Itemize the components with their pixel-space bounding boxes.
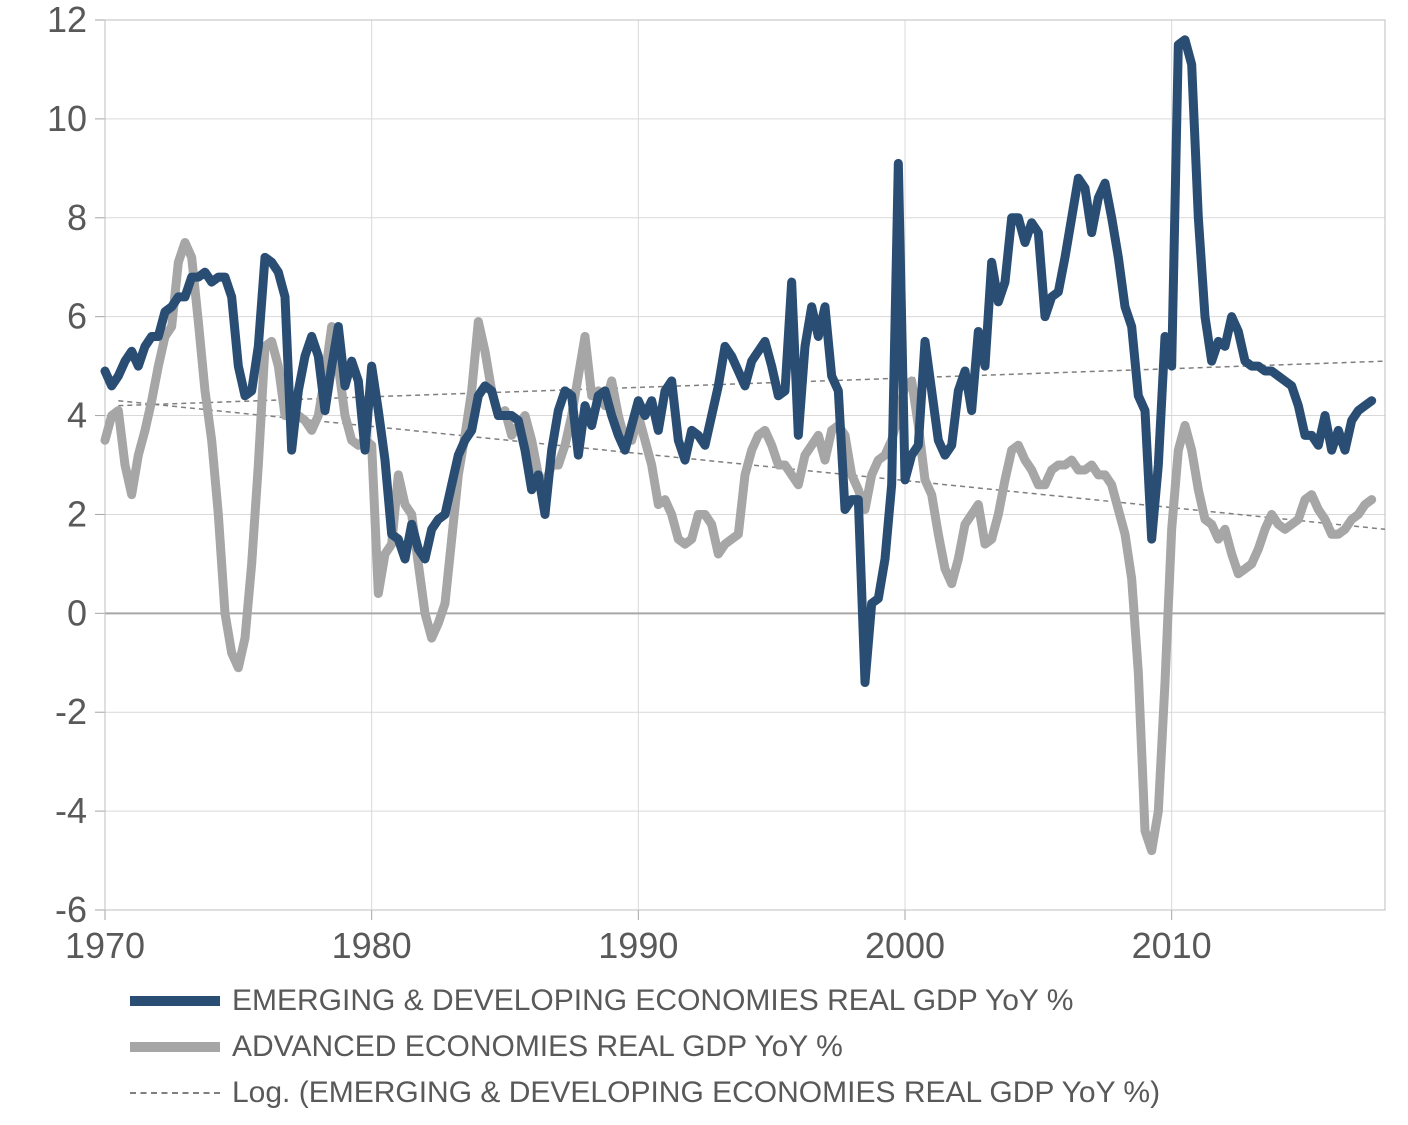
chart-svg: 1970 1980 1990 2000 2010 -6 -4 -2 0 2 4 6 8 10 12 <box>0 0 1408 970</box>
legend-label: ADVANCED ECONOMIES REAL GDP YoY % <box>232 1030 843 1064</box>
legend-label: EMERGING & DEVELOPING ECONOMIES REAL GDP… <box>232 984 1073 1018</box>
legend: EMERGING & DEVELOPING ECONOMIES REAL GDP… <box>130 978 1160 1116</box>
svg-text:10: 10 <box>47 98 87 139</box>
svg-text:2000: 2000 <box>865 925 945 966</box>
series-line <box>105 40 1372 683</box>
svg-text:6: 6 <box>67 296 87 337</box>
legend-item-emerging: EMERGING & DEVELOPING ECONOMIES REAL GDP… <box>130 978 1160 1024</box>
svg-text:8: 8 <box>67 197 87 238</box>
svg-text:12: 12 <box>47 0 87 40</box>
gdp-line-chart: 1970 1980 1990 2000 2010 -6 -4 -2 0 2 4 6 8 10 12 EMER… <box>0 0 1408 1125</box>
svg-text:2010: 2010 <box>1132 925 1212 966</box>
legend-swatch-emerging <box>130 996 220 1006</box>
series-line <box>105 243 1372 851</box>
svg-text:0: 0 <box>67 592 87 633</box>
svg-text:1990: 1990 <box>598 925 678 966</box>
legend-item-trend: Log. (EMERGING & DEVELOPING ECONOMIES RE… <box>130 1070 1160 1116</box>
svg-text:1980: 1980 <box>332 925 412 966</box>
svg-text:-4: -4 <box>55 790 87 831</box>
legend-item-advanced: ADVANCED ECONOMIES REAL GDP YoY % <box>130 1024 1160 1070</box>
legend-swatch-advanced <box>130 1042 220 1052</box>
svg-text:-6: -6 <box>55 889 87 930</box>
svg-text:1970: 1970 <box>65 925 145 966</box>
svg-text:-2: -2 <box>55 691 87 732</box>
legend-swatch-trend <box>130 1092 220 1094</box>
svg-text:4: 4 <box>67 395 87 436</box>
svg-text:2: 2 <box>67 493 87 534</box>
legend-label: Log. (EMERGING & DEVELOPING ECONOMIES RE… <box>232 1076 1160 1110</box>
